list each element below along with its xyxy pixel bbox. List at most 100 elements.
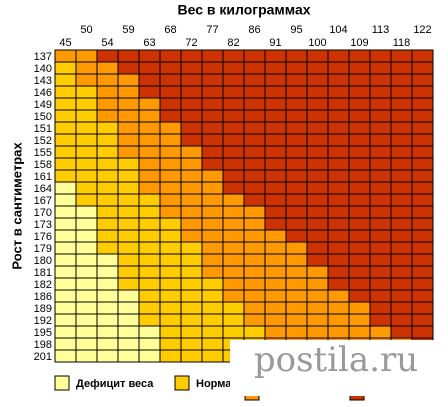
cell xyxy=(180,301,203,315)
cell xyxy=(411,217,434,231)
cell xyxy=(75,325,98,339)
cell xyxy=(201,169,224,183)
cell xyxy=(75,265,98,279)
cell xyxy=(285,97,308,111)
cell xyxy=(201,313,224,327)
cell xyxy=(348,193,371,207)
cell xyxy=(264,289,287,303)
cell xyxy=(411,181,434,195)
cell xyxy=(96,61,119,75)
cell xyxy=(96,169,119,183)
cell xyxy=(159,229,182,243)
cell xyxy=(369,85,392,99)
cell xyxy=(117,193,140,207)
cell xyxy=(390,133,413,147)
cell xyxy=(117,313,140,327)
cell xyxy=(390,229,413,243)
cell xyxy=(222,133,245,147)
cell xyxy=(180,169,203,183)
cell xyxy=(264,301,287,315)
cell xyxy=(138,49,161,63)
cell xyxy=(327,241,350,255)
cell xyxy=(348,85,371,99)
cell xyxy=(180,205,203,219)
cell xyxy=(117,133,140,147)
cell xyxy=(285,85,308,99)
cell xyxy=(306,121,329,135)
cell xyxy=(390,49,413,63)
cell xyxy=(54,97,77,111)
cell xyxy=(117,229,140,243)
x-tick-label: 113 xyxy=(372,24,390,36)
y-tick-label: 176 xyxy=(34,231,52,243)
cell xyxy=(369,169,392,183)
cell xyxy=(96,325,119,339)
cell xyxy=(201,277,224,291)
cell xyxy=(327,49,350,63)
cell xyxy=(243,73,266,87)
cell xyxy=(75,229,98,243)
y-tick-label: 201 xyxy=(34,351,52,363)
cell xyxy=(390,73,413,87)
cell xyxy=(54,193,77,207)
cell xyxy=(159,85,182,99)
cell xyxy=(117,97,140,111)
cell xyxy=(348,73,371,87)
cell xyxy=(117,49,140,63)
cell xyxy=(306,253,329,267)
cell xyxy=(327,109,350,123)
cell xyxy=(180,61,203,75)
cell xyxy=(117,205,140,219)
cell xyxy=(201,61,224,75)
cell xyxy=(306,205,329,219)
cell xyxy=(369,109,392,123)
cell xyxy=(369,253,392,267)
cell xyxy=(138,253,161,267)
cell xyxy=(75,349,98,363)
x-tick-label: 122 xyxy=(413,24,431,36)
cell xyxy=(159,181,182,195)
cell xyxy=(390,277,413,291)
cell xyxy=(75,241,98,255)
cell xyxy=(306,61,329,75)
cell xyxy=(348,253,371,267)
cell xyxy=(117,265,140,279)
cell xyxy=(159,301,182,315)
cell xyxy=(411,313,434,327)
cell xyxy=(264,61,287,75)
cell xyxy=(369,205,392,219)
cell xyxy=(243,277,266,291)
cell xyxy=(201,229,224,243)
cell xyxy=(327,289,350,303)
cell xyxy=(117,253,140,267)
cell xyxy=(138,133,161,147)
x-tick-label: 59 xyxy=(122,24,134,36)
cell xyxy=(54,253,77,267)
cell xyxy=(159,253,182,267)
cell xyxy=(222,85,245,99)
cell xyxy=(117,337,140,351)
cell xyxy=(180,217,203,231)
cell xyxy=(201,97,224,111)
cell xyxy=(348,205,371,219)
cell xyxy=(159,205,182,219)
cell xyxy=(201,349,224,363)
cell xyxy=(96,229,119,243)
cell xyxy=(222,109,245,123)
cell xyxy=(201,121,224,135)
cell xyxy=(411,145,434,159)
cell xyxy=(264,133,287,147)
cell xyxy=(411,289,434,303)
cell xyxy=(222,145,245,159)
cell xyxy=(369,49,392,63)
cell xyxy=(222,205,245,219)
cell xyxy=(138,241,161,255)
cell xyxy=(222,181,245,195)
cell xyxy=(411,49,434,63)
cell xyxy=(54,157,77,171)
cell xyxy=(138,157,161,171)
cell xyxy=(348,217,371,231)
cell xyxy=(138,109,161,123)
cell xyxy=(180,133,203,147)
cell xyxy=(54,85,77,99)
